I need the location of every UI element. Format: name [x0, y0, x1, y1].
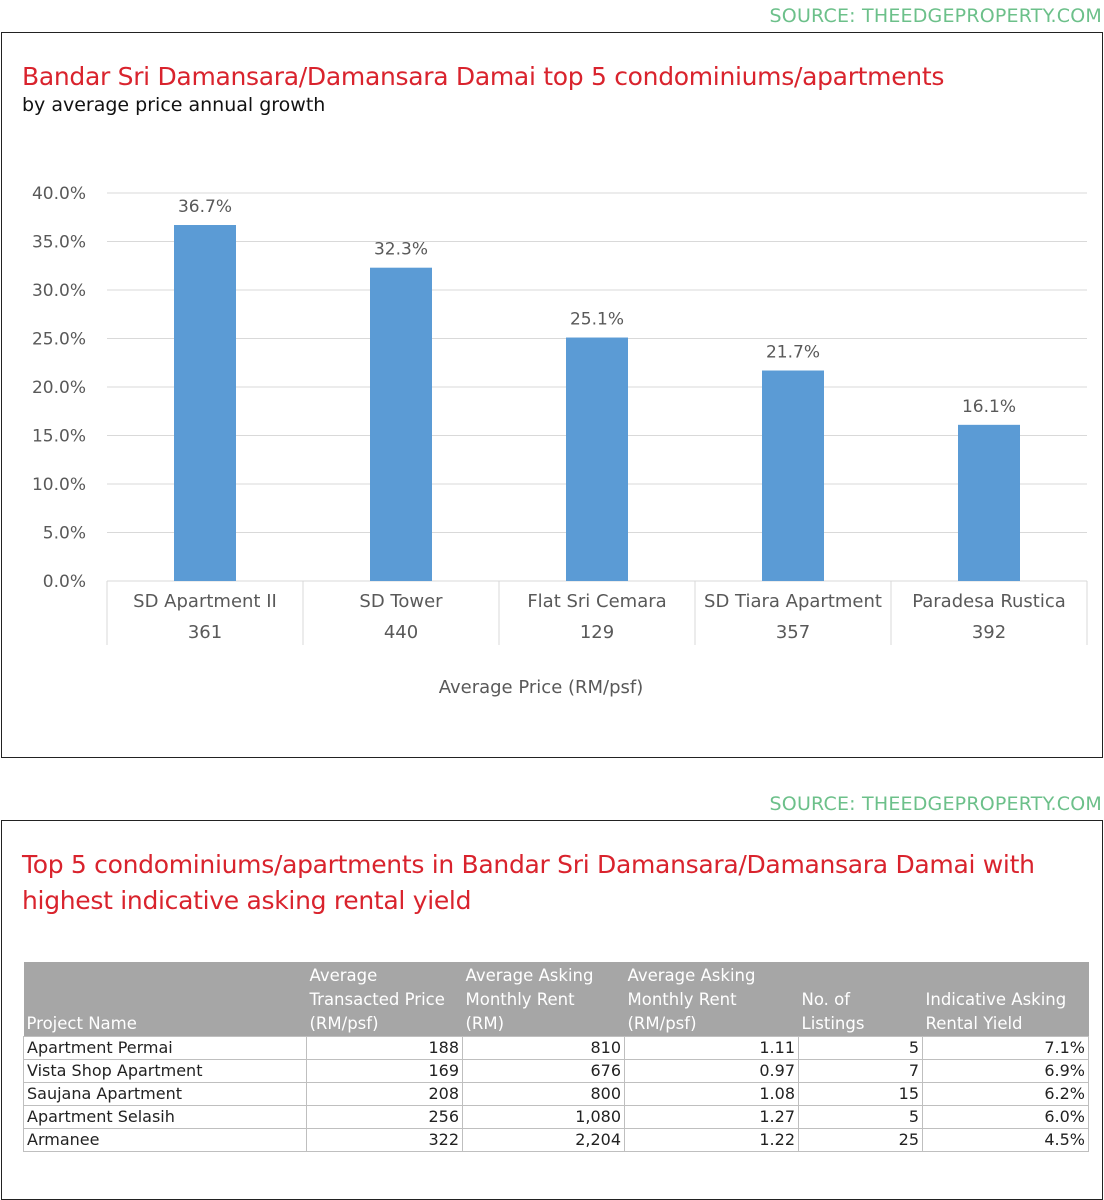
table-title-line1: Top 5 condominiums/apartments in Bandar …: [22, 850, 1035, 879]
cell-listings: 7: [798, 1059, 923, 1083]
cell-project-name: Armanee: [23, 1128, 307, 1152]
bar: [370, 267, 432, 581]
x-tick-label: Paradesa Rustica: [912, 591, 1066, 612]
cell-rental-yield: 4.5%: [922, 1128, 1089, 1152]
data-label: 25.1%: [570, 310, 624, 330]
table-row: Saujana Apartment 208 800 1.08 15 6.2%: [23, 1082, 1089, 1106]
cell-listings: 15: [798, 1082, 923, 1106]
x-tick-sublabel: 440: [384, 622, 418, 643]
cell-rental-yield: 7.1%: [922, 1036, 1089, 1060]
y-tick-label: 5.0%: [43, 524, 86, 544]
x-tick-sublabel: 361: [188, 622, 222, 643]
cell-monthly-rent: 800: [462, 1082, 625, 1106]
header-rental-yield: Indicative Asking Rental Yield: [922, 962, 1089, 1037]
rental-yield-table: Project Name Average Transacted Price (RM/…: [23, 962, 1089, 1152]
bar: [566, 337, 628, 581]
table-row: Armanee 322 2,204 1.22 25 4.5%: [23, 1128, 1089, 1152]
source-label-bottom: SOURCE: THEEDGEPROPERTY.COM: [769, 793, 1102, 815]
table-row: Apartment Permai 188 810 1.11 5 7.1%: [23, 1036, 1089, 1060]
cell-listings: 5: [798, 1036, 923, 1060]
cell-monthly-rent-psf: 1.11: [624, 1036, 799, 1060]
data-label: 36.7%: [178, 197, 232, 217]
cell-project-name: Apartment Selasih: [23, 1105, 307, 1129]
cell-monthly-rent: 2,204: [462, 1128, 625, 1152]
cell-transacted-price: 322: [306, 1128, 463, 1152]
cell-project-name: Vista Shop Apartment: [23, 1059, 307, 1083]
x-tick-sublabel: 129: [580, 622, 614, 643]
header-monthly-rent: Average Asking Monthly Rent (RM): [462, 962, 625, 1037]
cell-transacted-price: 169: [306, 1059, 463, 1083]
y-tick-label: 20.0%: [32, 378, 86, 398]
cell-monthly-rent-psf: 1.22: [624, 1128, 799, 1152]
table-panel: Top 5 condominiums/apartments in Bandar …: [1, 820, 1103, 1200]
cell-transacted-price: 208: [306, 1082, 463, 1106]
source-label-top: SOURCE: THEEDGEPROPERTY.COM: [769, 5, 1102, 27]
cell-rental-yield: 6.2%: [922, 1082, 1089, 1106]
y-tick-label: 10.0%: [32, 475, 86, 495]
x-tick-sublabel: 357: [776, 622, 810, 643]
bar: [958, 424, 1020, 581]
cell-rental-yield: 6.9%: [922, 1059, 1089, 1083]
cell-monthly-rent: 676: [462, 1059, 625, 1083]
x-tick-label: SD Tower: [359, 591, 443, 612]
cell-rental-yield: 6.0%: [922, 1105, 1089, 1129]
y-tick-label: 15.0%: [32, 427, 86, 447]
header-monthly-rent-psf: Average Asking Monthly Rent (RM/psf): [624, 962, 799, 1037]
cell-transacted-price: 256: [306, 1105, 463, 1129]
cell-monthly-rent-psf: 1.27: [624, 1105, 799, 1129]
x-tick-label: SD Apartment II: [133, 591, 277, 612]
y-tick-label: 30.0%: [32, 281, 86, 301]
cell-listings: 25: [798, 1128, 923, 1152]
cell-monthly-rent-psf: 1.08: [624, 1082, 799, 1106]
cell-transacted-price: 188: [306, 1036, 463, 1060]
bar-chart: 0.0% 5.0% 10.0% 15.0% 20.0% 25.0% 30.0% 35.0% 40…: [32, 184, 1088, 698]
data-label: 32.3%: [374, 240, 428, 260]
chart-subtitle: by average price annual growth: [22, 94, 326, 116]
table-row: Apartment Selasih 256 1,080 1.27 5 6.0%: [23, 1105, 1089, 1129]
x-tick-label: SD Tiara Apartment: [704, 591, 882, 612]
chart-title: Bandar Sri Damansara/Damansara Damai top…: [22, 62, 945, 91]
table-header-row: Project Name Average Transacted Price (RM/…: [23, 962, 1089, 1037]
cell-monthly-rent-psf: 0.97: [624, 1059, 799, 1083]
bar: [174, 225, 236, 581]
header-transacted-price: Average Transacted Price (RM/psf): [306, 962, 463, 1037]
header-listings: No. of Listings: [798, 962, 923, 1037]
data-label: 21.7%: [766, 343, 820, 363]
y-tick-label: 25.0%: [32, 330, 86, 350]
y-tick-label: 40.0%: [32, 184, 86, 204]
table-row: Vista Shop Apartment 169 676 0.97 7 6.9%: [23, 1059, 1089, 1083]
y-tick-label: 35.0%: [32, 233, 86, 253]
table-title-line2: highest indicative asking rental yield: [22, 886, 472, 915]
y-tick-label: 0.0%: [43, 572, 86, 592]
x-tick-sublabel: 392: [972, 622, 1006, 643]
x-tick-label: Flat Sri Cemara: [527, 591, 666, 612]
x-axis-title: Average Price (RM/psf): [439, 677, 644, 698]
bar: [762, 370, 824, 581]
data-label: 16.1%: [962, 397, 1016, 417]
cell-monthly-rent: 810: [462, 1036, 625, 1060]
cell-monthly-rent: 1,080: [462, 1105, 625, 1129]
header-project-name: Project Name: [23, 962, 307, 1037]
chart-panel: Bandar Sri Damansara/Damansara Damai top…: [1, 32, 1103, 758]
cell-listings: 5: [798, 1105, 923, 1129]
cell-project-name: Saujana Apartment: [23, 1082, 307, 1106]
cell-project-name: Apartment Permai: [23, 1036, 307, 1060]
